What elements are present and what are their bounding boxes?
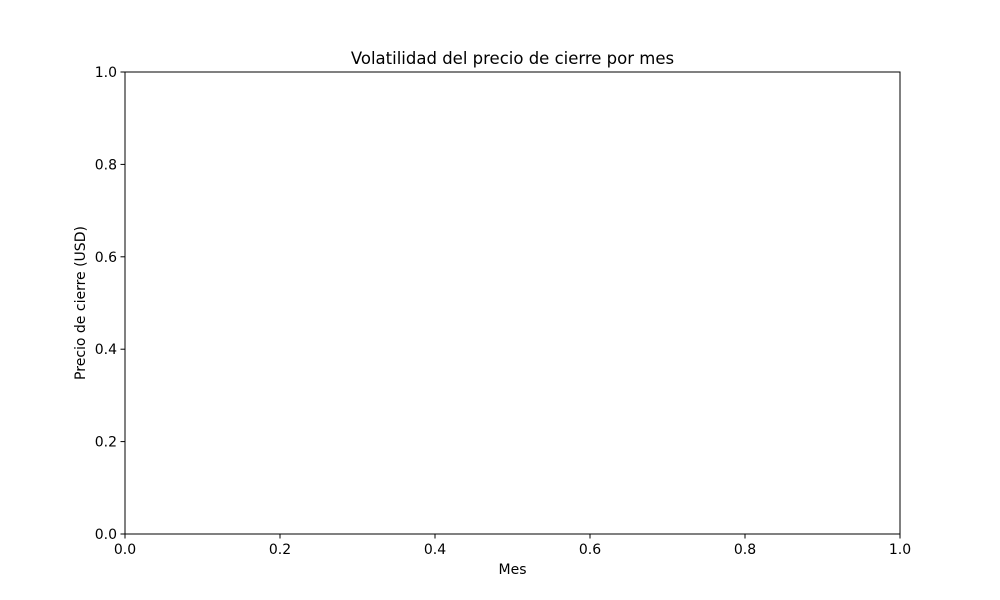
y-tick-label: 0.0 (95, 527, 117, 543)
chart-title: Volatilidad del precio de cierre por mes (351, 49, 674, 68)
x-tick-label: 0.8 (734, 542, 756, 558)
x-tick-label: 0.6 (579, 542, 601, 558)
y-axis-ticks: 0.0 0.2 0.4 0.6 0.8 1.0 (95, 65, 125, 543)
x-tick-label: 0.4 (424, 542, 446, 558)
y-tick-label: 0.4 (95, 342, 117, 358)
x-axis-ticks: 0.0 0.2 0.4 0.6 0.8 1.0 (114, 534, 911, 558)
x-axis-label: Mes (499, 562, 527, 578)
axes-frame (124, 71, 901, 535)
y-tick-label: 0.6 (95, 250, 117, 266)
y-axis-label: Precio de cierre (USD) (73, 226, 89, 380)
x-tick-label: 1.0 (889, 542, 911, 558)
x-tick-label: 0.2 (269, 542, 291, 558)
x-tick-label: 0.0 (114, 542, 136, 558)
y-tick-label: 1.0 (95, 65, 117, 81)
plot-area (124, 71, 901, 535)
y-tick-label: 0.8 (95, 157, 117, 173)
y-tick-label: 0.2 (95, 435, 117, 451)
